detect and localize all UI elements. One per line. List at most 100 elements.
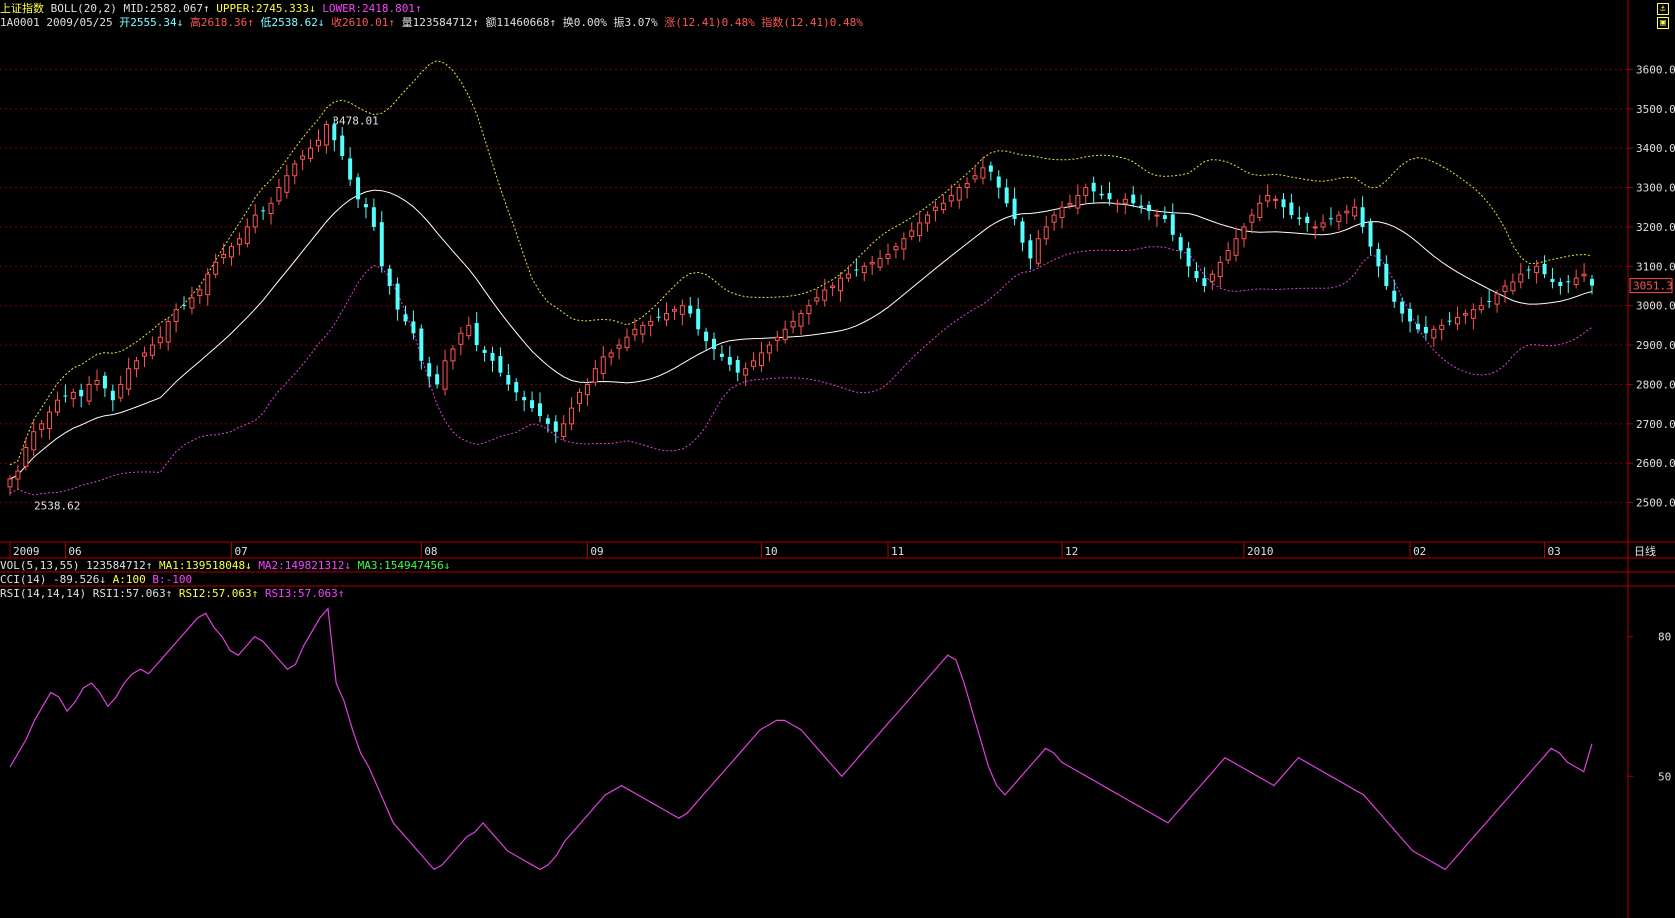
lower-value: 2418.801 [361, 2, 415, 15]
candle-body-down [1194, 271, 1199, 279]
x-tick-label: 2009 [13, 545, 40, 558]
index-change: 指数(12.41)0.48% [761, 16, 863, 29]
y-tick-label: 3200.00 [1636, 221, 1675, 234]
mid-value: 2582.067 [149, 2, 203, 15]
candle-body-up [268, 202, 274, 215]
candle-body-up [893, 246, 899, 251]
candle-body-down [1147, 204, 1152, 212]
candle-body-up [134, 360, 140, 370]
y-tick-label: 3100.00 [1636, 260, 1675, 273]
candle-body-up [39, 423, 45, 430]
candle-body-up [141, 352, 147, 357]
candle-body-up [1312, 226, 1318, 229]
candle-body-up [149, 344, 155, 356]
candle-body-up [632, 328, 638, 336]
candle-body-up [600, 356, 606, 374]
candle-body-down [1376, 248, 1381, 267]
window-toggle-icon[interactable]: ▣ [1657, 17, 1669, 29]
anchor-icon[interactable]: ⚓ [1657, 3, 1669, 15]
cci-b: B:-100 [152, 573, 193, 586]
candle-body-down [348, 158, 353, 180]
close: 收2610.01↑ [331, 16, 396, 29]
candle-body-down [411, 321, 416, 334]
candle-body-up [205, 273, 211, 296]
candle-body-up [964, 183, 970, 189]
candle-body-up [54, 399, 60, 413]
candle-body-down [537, 403, 542, 416]
candle-body-down [996, 176, 1001, 188]
candle-body-up [1265, 194, 1271, 202]
candle-body-up [47, 411, 53, 430]
candle-body-down [711, 338, 716, 350]
candle-body-down [1542, 263, 1547, 275]
candle-body-up [86, 383, 92, 402]
candle-body-up [948, 194, 954, 202]
candle-body-up [1067, 202, 1073, 206]
y-tick-label: 3300.00 [1636, 182, 1675, 195]
x-tick-label: 11 [891, 545, 904, 558]
candle-body-down [688, 305, 693, 314]
candle-body-up [980, 167, 986, 179]
candle-body-up [1122, 198, 1128, 204]
candle-body-down [1170, 214, 1175, 235]
candle-body-up [1217, 261, 1223, 278]
candle-body-up [561, 423, 567, 437]
vol-value: 123584712↑ [86, 559, 153, 572]
candle-body-down [387, 268, 392, 286]
candle-body-up [1257, 202, 1263, 218]
candle-body-down [522, 397, 527, 401]
candle-body-up [1114, 202, 1120, 205]
x-tick-label: 03 [1548, 545, 1561, 558]
candle-body-down [1099, 193, 1104, 196]
candle-body-up [1534, 265, 1540, 274]
candle-body-down [656, 316, 661, 318]
rsi2-value: RSI2:57.063↑ [178, 587, 259, 600]
x-tick-label: 12 [1065, 545, 1078, 558]
y-tick-label: 3500.00 [1636, 103, 1675, 116]
candle-body-up [1320, 222, 1326, 228]
candle-body-up [157, 336, 163, 344]
cci-a: A:100 [112, 573, 146, 586]
candle-body-down [530, 400, 535, 409]
candle-body-up [23, 446, 29, 467]
candle-body-up [925, 214, 931, 224]
x-tick-label: 10 [764, 545, 777, 558]
candle-body-up [31, 431, 37, 451]
candle-body-down [102, 375, 107, 389]
upper-arrow: ↓ [308, 2, 316, 15]
vol-header: VOL(5,13,55) 123584712↑ MA1:139518048↓ M… [0, 559, 450, 572]
candle-body-down [403, 314, 408, 322]
candle-body-up [300, 155, 306, 160]
candle-body-down [514, 382, 519, 393]
boll-header: 上证指数 BOLL(20,2) MID:2582.067↑ UPPER:2745… [0, 2, 422, 15]
candle-body-up [1470, 309, 1476, 319]
candle-body-up [608, 352, 614, 358]
candle-body-down [854, 269, 859, 271]
candle-body-up [442, 360, 448, 390]
candle-body-up [15, 470, 21, 480]
vol-ma2: MA2:149821312↓ [258, 559, 352, 572]
candle-body-up [1431, 328, 1437, 339]
candle-body-up [1241, 226, 1247, 240]
candle-body-down [1131, 194, 1136, 204]
candle-body-up [845, 273, 851, 279]
high: 高2618.36↑ [189, 16, 254, 29]
candle-body-down [395, 283, 400, 310]
candle-body-up [751, 360, 757, 367]
candle-body-up [1344, 210, 1350, 214]
candle-body-down [474, 323, 479, 346]
cci-header: CCI(14) -89.526↓ A:100 B:-100 [0, 573, 192, 586]
candle-body-up [197, 289, 203, 296]
candle-body-up [228, 246, 234, 258]
candle-body-up [679, 305, 685, 315]
candle-body-down [63, 395, 68, 397]
candle-body-up [1154, 214, 1160, 217]
candle-body-up [7, 478, 13, 488]
candle-body-down [182, 304, 187, 306]
candle-body-down [704, 331, 709, 342]
candle-body-down [696, 308, 701, 330]
candle-body-down [490, 352, 495, 361]
candle-body-down [1202, 278, 1207, 286]
candle-body-up [885, 253, 891, 259]
cci-name: CCI(14) [0, 573, 47, 586]
